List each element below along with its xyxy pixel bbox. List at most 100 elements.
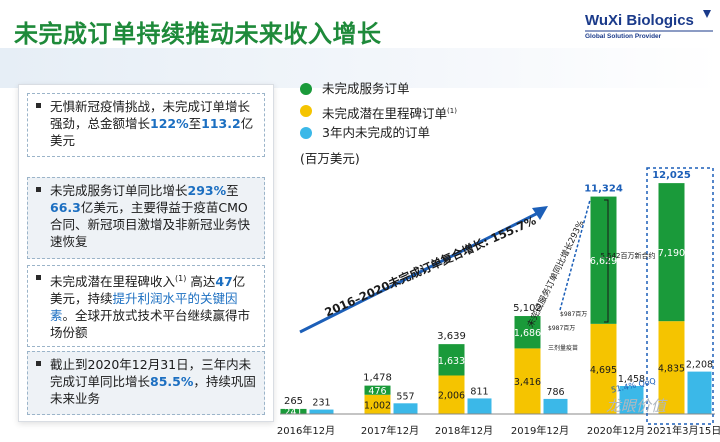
- unit-label: (百万美元): [300, 151, 360, 166]
- bullet-dot: [36, 187, 41, 192]
- bullet-highlight: 122%: [150, 116, 189, 131]
- label-milestone: 2,006: [438, 391, 465, 402]
- bar-service: [364, 385, 391, 395]
- label-milestone: 1,002: [364, 400, 391, 411]
- header-band: [0, 48, 720, 88]
- label-service: 241: [284, 407, 302, 418]
- bar-3year: [309, 409, 334, 414]
- label-3year: 231: [312, 398, 330, 409]
- bar-milestone: [438, 375, 465, 414]
- legend-item-service: 未完成服务订单: [300, 78, 457, 100]
- legend-label: 未完成服务订单: [322, 81, 410, 96]
- legend-label: 3年内未完成的订单: [322, 125, 430, 140]
- bullet-highlight: 提升利润水平的关键因素: [50, 291, 238, 324]
- new-contract-label: 5,642百万新合约: [600, 251, 655, 260]
- bullet-dot: [36, 361, 41, 366]
- bullet-text: 未完成潜在里程碑收入: [50, 274, 176, 290]
- label-service: 1,686: [514, 328, 541, 339]
- new-contract-bracket: [604, 199, 609, 323]
- legend-label: 未完成潜在里程碑订单: [322, 106, 448, 122]
- label-milestone: 4,695: [590, 365, 617, 376]
- cagr-label: 2016–2020未完成订单复合增长: 155.7%: [323, 213, 539, 319]
- wuxi-logo: WuXi Biologics Global Solution Provider: [585, 8, 715, 46]
- bar-3year: [687, 371, 712, 414]
- x-tick-label: 2017年12月: [361, 424, 419, 437]
- bullet-dot: [36, 103, 41, 108]
- legend-footnote: (1): [447, 107, 457, 115]
- label-3year: 2,208: [686, 360, 713, 371]
- legend-item-3year: 3年内未完成的订单: [300, 122, 457, 144]
- bullet-highlight: 293%: [187, 183, 227, 198]
- bullet-text: 。全球开放式技术平台继续赢得市场份额: [50, 308, 251, 341]
- x-tick-label: 2018年12月: [435, 424, 493, 437]
- chart-legend: 未完成服务订单 未完成潜在里程碑订单(1) 3年内未完成的订单 (百万美元): [300, 78, 457, 166]
- bullet-1: 无惧新冠疫情挑战，未完成订单增长强劲，总金额增长122%至113.2亿美元: [27, 93, 265, 157]
- bar-3year: [467, 398, 492, 414]
- x-tick-label: 2020年12月: [587, 424, 645, 437]
- label-milestone: 3,416: [514, 377, 541, 388]
- bar-service: [658, 183, 685, 322]
- bullet-text: 至: [188, 116, 202, 131]
- legend-swatch: [300, 105, 312, 117]
- label-total: 12,025: [652, 170, 691, 181]
- legend-swatch: [300, 127, 312, 139]
- bullet-text: 亿美元: [50, 116, 254, 148]
- cagr-arrow-line: [299, 210, 541, 334]
- bar-3year: [619, 386, 644, 414]
- label-total: 5,102: [513, 303, 542, 314]
- label-total: 3,639: [437, 331, 466, 342]
- bullet-4: 截止到2020年12月31日，三年内未完成订单同比增长85.5%，持续巩固未来业…: [27, 351, 265, 415]
- label-total: 265: [284, 396, 303, 407]
- label-3year: 811: [470, 386, 488, 397]
- bar-service: [280, 408, 307, 414]
- bullet-highlight: 47: [215, 274, 233, 290]
- bullet-highlight: 113.2: [201, 116, 241, 131]
- label-total: 11,324: [584, 184, 623, 195]
- bullet-dot: [36, 275, 41, 280]
- highlight-frame: [646, 167, 714, 425]
- label-3year: 786: [546, 387, 564, 398]
- bullet-text: ，持续巩固未来业务: [50, 374, 256, 406]
- label-3year: 1,458: [618, 374, 645, 385]
- label-total: 1,478: [363, 373, 392, 384]
- logo-tagline: Global Solution Provider: [585, 33, 662, 40]
- bar-3year: [543, 398, 568, 414]
- bullet-highlight: 85.5%: [150, 374, 194, 389]
- bullet-2: 未完成服务订单同比增长293%至 66.3亿美元，主要得益于疫苗CMO合同、新冠项…: [27, 177, 265, 259]
- x-tick-label: 2019年12月: [511, 424, 569, 437]
- growth-arrow: [559, 199, 591, 311]
- bar-service: [514, 316, 541, 349]
- logo-mark-icon: [585, 10, 713, 32]
- bullet-text: 无惧新冠疫情挑战，未完成订单增长强劲，总金额增长: [50, 99, 251, 131]
- note-2019: 三剂量疫苗: [548, 344, 578, 352]
- bullet-text: 亿美元，主要得益于疫苗CMO合同、新冠项目激增及非新冠业务快速恢复: [50, 200, 251, 249]
- legend-item-milestone: 未完成潜在里程碑订单(1): [300, 100, 457, 122]
- bullet-footnote: (1): [175, 274, 187, 283]
- bar-milestone: [658, 321, 685, 414]
- x-tick-label: 2016年12月: [277, 424, 335, 437]
- label-service: 6,629: [590, 256, 617, 267]
- logo-brand: WuXi Biologics: [585, 12, 694, 29]
- bullet-text: 截止到2020年12月31日，三年内未完成订单同比增长: [50, 357, 252, 389]
- label-service: 7,190: [658, 248, 685, 259]
- label-milestone: 4,835: [658, 364, 685, 375]
- watermark: 龙眼价值: [606, 397, 667, 415]
- summary-panel: 无惧新冠疫情挑战，未完成订单增长强劲，总金额增长122%至113.2亿美元 未完…: [18, 84, 274, 422]
- labels-layer: 241 231 265 2016年12月 1,002 476 557 1,478 2017年12…: [277, 170, 720, 437]
- bar-milestone: [590, 323, 617, 414]
- bar-milestone: [364, 394, 391, 414]
- bullet-text: 未完成服务订单同比增长: [50, 183, 188, 198]
- note-2019: $987百万: [560, 311, 587, 318]
- bar-3year: [393, 403, 418, 414]
- bullet-text: 高达: [186, 274, 216, 290]
- label-3year: 557: [396, 391, 414, 402]
- bullet-text: 至: [226, 183, 239, 198]
- label-service: 476: [368, 386, 386, 397]
- x-tick-label: 2021年3月15日: [647, 424, 720, 437]
- annotations-layer: 2016–2020未完成订单复合增长: 155.7%未完成服务订单同比增长293…: [280, 167, 715, 425]
- cagr-arrow-head: [532, 206, 548, 220]
- bar-service: [438, 344, 465, 376]
- note-2019: $987百万: [548, 325, 575, 332]
- bullet-text: 亿美元，持续: [50, 274, 246, 307]
